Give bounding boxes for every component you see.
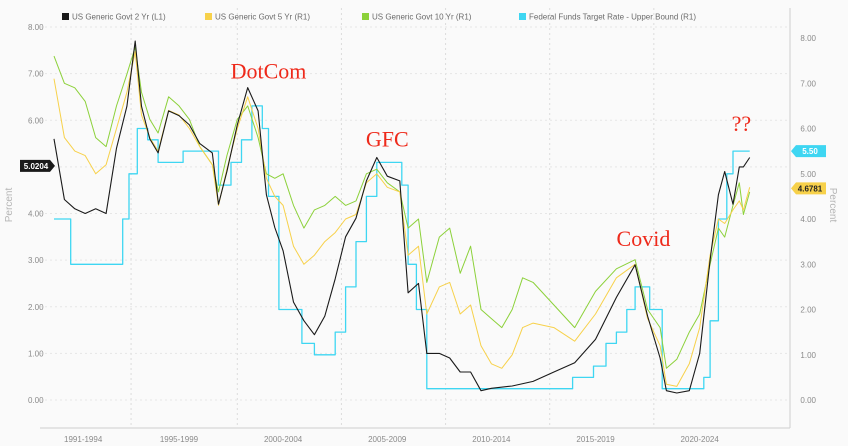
annotation-text: ?? [732,111,752,136]
legend-entry: US Generic Govt 5 Yr (R1) [215,13,310,22]
legend-swatch [205,13,212,20]
x-tick-label: 2015-2019 [576,435,615,444]
legend-swatch [62,13,69,20]
annotation-text: Covid [617,226,671,251]
left-tick-label: 4.00 [28,210,44,219]
right-tick-label: 3.00 [800,260,816,269]
left-tick-label: 3.00 [28,256,44,265]
right-tick-label: 6.00 [800,125,816,134]
grid-lines [40,8,791,429]
left-tick-label: 6.00 [28,116,44,125]
right-tick-label: 5.00 [800,170,816,179]
left-tick-label: 8.00 [28,23,44,32]
value-badge-label: 5.0204 [24,162,49,171]
legend-swatch [519,13,526,20]
x-tick-label: 1991-1994 [64,435,103,444]
annotation-text: DotCom [231,59,307,84]
right-tick-label: 7.00 [800,79,816,88]
legend-swatch [362,13,369,20]
value-badge-label: 5.50 [802,147,818,156]
right-axis-title: Percent [827,188,838,223]
right-tick-label: 2.00 [800,306,816,315]
legend-entry: US Generic Govt 2 Yr (L1) [72,13,166,22]
value-badge-label: 4.6781 [798,184,823,193]
x-tick-label: 2005-2009 [368,435,407,444]
x-tick-label: 2000-2004 [264,435,303,444]
x-tick-label: 2020-2024 [681,435,720,444]
x-tick-label: 1995-1999 [160,435,199,444]
left-tick-label: 7.00 [28,70,44,79]
right-tick-label: 1.00 [800,351,816,360]
legend-entry: Federal Funds Target Rate - Upper Bound … [529,13,696,22]
legend: US Generic Govt 2 Yr (L1) US Generic Govt… [62,13,696,22]
annotation-text: GFC [366,127,409,152]
left-tick-label: 0.00 [28,396,44,405]
value-badge-right [791,182,826,195]
right-tick-label: 8.00 [800,34,816,43]
left-axis-title: Percent [4,188,15,223]
right-y-axis: 0.00 1.00 2.00 3.00 4.00 5.00 6.00 7.00 8.00 [800,34,816,405]
series-line-0 [53,40,751,394]
x-tick-label: 2010-2014 [472,435,511,444]
x-axis: 1991-1994 1995-1999 2000-2004 2005-2009 2010… [64,435,719,444]
value-badges: 5.0204 5.50 4.6781 [20,145,826,195]
series-line-2 [53,46,751,369]
series-lines [53,40,751,394]
left-tick-label: 1.00 [28,349,44,358]
value-badge-left [20,159,55,172]
annotations: DotCom GFC Covid?? [231,59,751,251]
right-tick-label: 4.00 [800,215,816,224]
right-tick-label: 0.00 [800,396,816,405]
legend-entry: US Generic Govt 10 Yr (R1) [372,13,472,22]
value-badge-right [791,145,826,158]
series-line-3 [54,105,750,390]
left-tick-label: 2.00 [28,303,44,312]
